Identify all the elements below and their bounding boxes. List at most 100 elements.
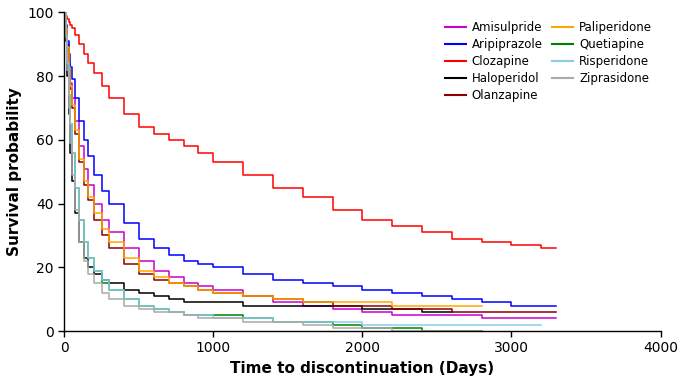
- Aripiprazole: [239, 272, 247, 276]
- Quetiapine: [299, 319, 307, 324]
- Olanzapine: [105, 246, 113, 250]
- Haloperidol: [66, 151, 75, 155]
- Paliperidone: [75, 157, 84, 161]
- Risperidone: [537, 322, 545, 327]
- Clozapine: [209, 160, 217, 165]
- Paliperidone: [120, 255, 128, 260]
- Amisulpride: [477, 316, 486, 321]
- Line: Risperidone: Risperidone: [64, 12, 541, 325]
- Aripiprazole: [329, 284, 337, 289]
- Olanzapine: [209, 291, 217, 295]
- Amisulpride: [552, 316, 560, 321]
- Aripiprazole: [64, 52, 73, 56]
- Aripiprazole: [68, 77, 76, 82]
- Paliperidone: [149, 275, 158, 279]
- Olanzapine: [63, 45, 71, 50]
- Aripiprazole: [90, 173, 98, 177]
- Risperidone: [179, 313, 188, 318]
- Ziprasidone: [62, 36, 70, 40]
- Paliperidone: [179, 284, 188, 289]
- Risperidone: [68, 151, 76, 155]
- Haloperidol: [71, 211, 79, 216]
- Aripiprazole: [448, 297, 456, 301]
- Risperidone: [209, 316, 217, 321]
- Paliperidone: [388, 303, 397, 308]
- Clozapine: [269, 185, 277, 190]
- Ziprasidone: [179, 313, 188, 318]
- Risperidone: [105, 287, 113, 292]
- Olanzapine: [66, 87, 75, 91]
- Line: Olanzapine: Olanzapine: [64, 12, 556, 312]
- Ziprasidone: [269, 319, 277, 324]
- Clozapine: [195, 151, 203, 155]
- Haloperidol: [418, 310, 426, 314]
- Amisulpride: [448, 313, 456, 318]
- Quetiapine: [97, 281, 105, 286]
- Aripiprazole: [105, 201, 113, 206]
- Olanzapine: [477, 310, 486, 314]
- Aripiprazole: [120, 221, 128, 225]
- Clozapine: [448, 236, 456, 241]
- Clozapine: [135, 125, 143, 129]
- Clozapine: [299, 195, 307, 200]
- Quetiapine: [135, 303, 143, 308]
- Olanzapine: [62, 26, 70, 31]
- Paliperidone: [448, 303, 456, 308]
- Haloperidol: [120, 287, 128, 292]
- Quetiapine: [239, 316, 247, 321]
- Aripiprazole: [149, 246, 158, 250]
- Amisulpride: [239, 294, 247, 298]
- Risperidone: [299, 319, 307, 324]
- Olanzapine: [135, 272, 143, 276]
- Paliperidone: [418, 303, 426, 308]
- Haloperidol: [97, 278, 105, 282]
- Haloperidol: [164, 297, 173, 301]
- Clozapine: [179, 144, 188, 149]
- Quetiapine: [63, 61, 71, 66]
- Risperidone: [508, 322, 516, 327]
- Ziprasidone: [329, 326, 337, 330]
- Aripiprazole: [84, 154, 92, 158]
- Haloperidol: [79, 255, 88, 260]
- Risperidone: [62, 33, 70, 37]
- Amisulpride: [75, 144, 84, 149]
- Risperidone: [63, 61, 71, 66]
- Risperidone: [358, 322, 366, 327]
- Risperidone: [66, 122, 75, 126]
- Quetiapine: [269, 319, 277, 324]
- Paliperidone: [299, 300, 307, 305]
- Paliperidone: [239, 294, 247, 298]
- Risperidone: [269, 319, 277, 324]
- Risperidone: [164, 310, 173, 314]
- Aripiprazole: [179, 259, 188, 263]
- Haloperidol: [105, 281, 113, 286]
- Amisulpride: [195, 284, 203, 289]
- Haloperidol: [299, 303, 307, 308]
- Paliperidone: [477, 303, 486, 308]
- Amisulpride: [62, 26, 70, 31]
- Quetiapine: [68, 151, 76, 155]
- Aripiprazole: [79, 137, 88, 142]
- Aripiprazole: [358, 287, 366, 292]
- Amisulpride: [299, 303, 307, 308]
- Line: Clozapine: Clozapine: [64, 12, 556, 248]
- Risperidone: [329, 319, 337, 324]
- Amisulpride: [63, 42, 71, 47]
- Ziprasidone: [71, 208, 79, 212]
- Aripiprazole: [60, 10, 68, 15]
- Ziprasidone: [84, 272, 92, 276]
- Ziprasidone: [64, 106, 73, 110]
- Paliperidone: [358, 300, 366, 305]
- Haloperidol: [388, 306, 397, 311]
- Clozapine: [239, 173, 247, 177]
- Aripiprazole: [97, 188, 105, 193]
- Quetiapine: [209, 313, 217, 318]
- Olanzapine: [164, 281, 173, 286]
- Amisulpride: [537, 316, 545, 321]
- Olanzapine: [195, 287, 203, 292]
- Paliperidone: [62, 26, 70, 31]
- Aripiprazole: [477, 300, 486, 305]
- Ziprasidone: [79, 259, 88, 263]
- Olanzapine: [75, 160, 84, 165]
- Haloperidol: [269, 303, 277, 308]
